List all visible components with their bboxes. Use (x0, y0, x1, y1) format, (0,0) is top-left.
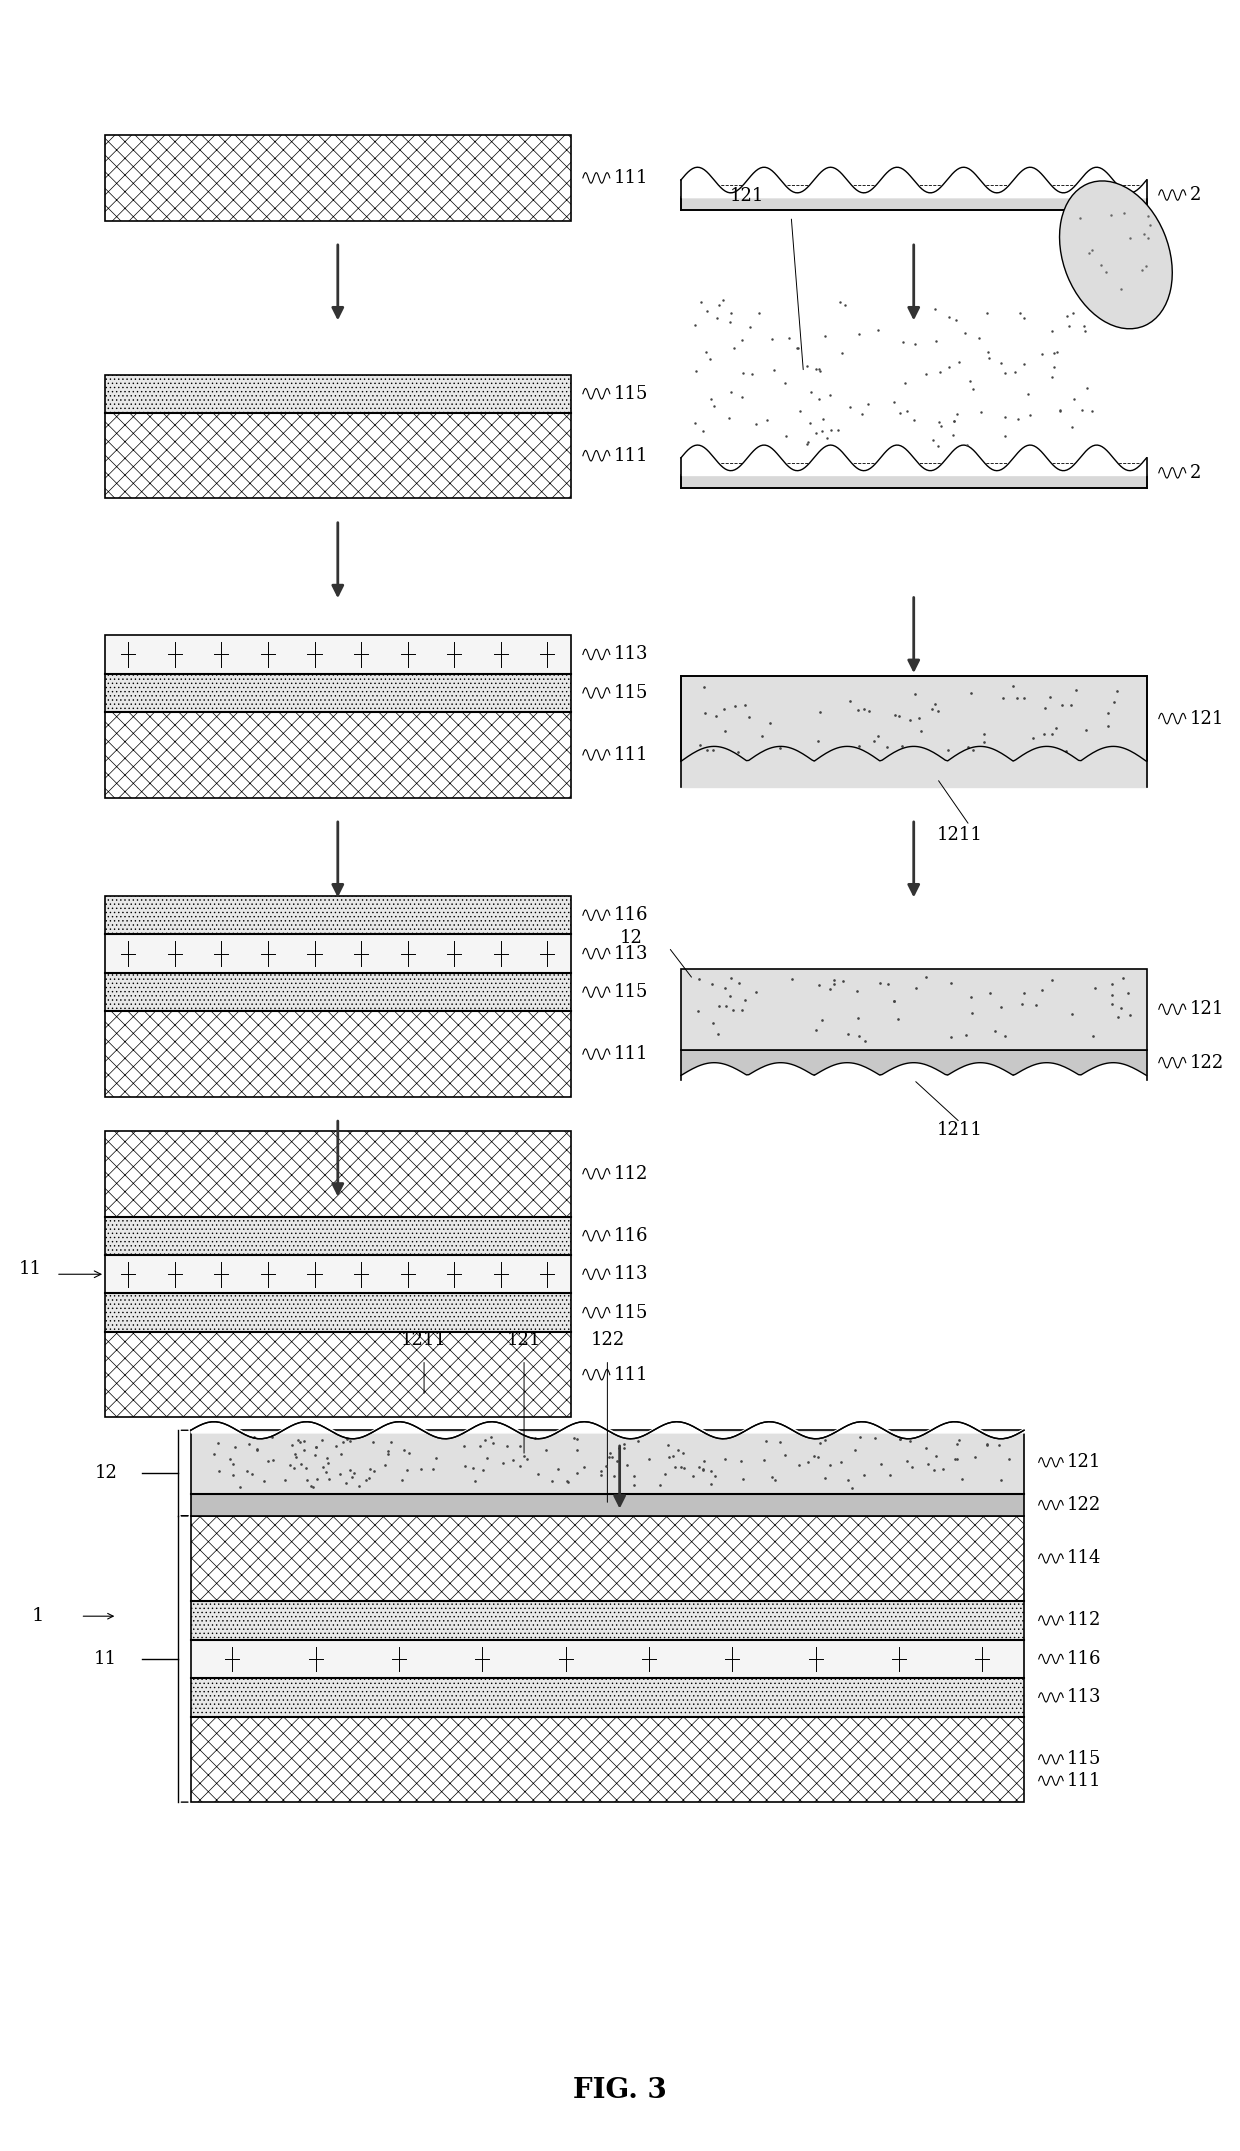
Text: 11: 11 (94, 1650, 118, 1667)
Bar (191, 1716, 1024, 1803)
Text: 1211: 1211 (937, 1121, 983, 1140)
Text: 122: 122 (1066, 1497, 1101, 1514)
Text: 111: 111 (1066, 1772, 1101, 1790)
Text: 113: 113 (614, 645, 649, 663)
Text: 116: 116 (614, 1226, 649, 1245)
Text: 111: 111 (614, 170, 649, 187)
Bar (105, 1254, 570, 1293)
Text: 112: 112 (614, 1166, 647, 1183)
Bar (681, 968, 1147, 1050)
Text: 115: 115 (614, 684, 647, 701)
Text: 1: 1 (31, 1607, 43, 1626)
Text: 12: 12 (620, 929, 642, 946)
Text: 111: 111 (614, 746, 649, 764)
Bar (105, 374, 570, 413)
Bar (105, 1293, 570, 1331)
Bar (105, 934, 570, 972)
Bar (105, 1011, 570, 1097)
Text: 115: 115 (614, 983, 647, 1000)
Text: 115: 115 (614, 385, 647, 402)
Text: 121: 121 (507, 1331, 541, 1349)
Bar (191, 1678, 1024, 1716)
Bar (191, 1516, 1024, 1600)
Ellipse shape (1059, 181, 1172, 329)
Text: 122: 122 (1189, 1054, 1224, 1071)
Bar (105, 413, 570, 499)
Text: 111: 111 (614, 1045, 649, 1063)
Bar (191, 1430, 1024, 1495)
Bar (191, 1495, 1024, 1516)
Text: 115: 115 (614, 1304, 647, 1321)
Bar (681, 198, 1147, 211)
Bar (191, 1600, 1024, 1639)
Bar (105, 972, 570, 1011)
Bar (105, 136, 570, 222)
Bar (105, 673, 570, 712)
Bar (105, 1331, 570, 1418)
Text: 2: 2 (1189, 185, 1200, 204)
Bar (191, 1639, 1024, 1678)
Text: 111: 111 (614, 447, 649, 465)
Bar (681, 675, 1147, 761)
Text: 121: 121 (730, 187, 764, 206)
Text: 1211: 1211 (937, 826, 983, 845)
Bar (105, 1217, 570, 1254)
Text: 114: 114 (1066, 1549, 1101, 1568)
Text: 122: 122 (590, 1331, 625, 1349)
Text: 112: 112 (1066, 1611, 1101, 1630)
Text: FIG. 3: FIG. 3 (573, 2078, 667, 2104)
Text: 113: 113 (1066, 1689, 1101, 1706)
Text: 121: 121 (1066, 1454, 1101, 1471)
Text: 121: 121 (1189, 710, 1224, 727)
Text: 11: 11 (19, 1260, 42, 1278)
Text: 115: 115 (1066, 1751, 1101, 1768)
Bar (681, 1050, 1147, 1076)
Bar (105, 712, 570, 798)
Text: 1211: 1211 (401, 1331, 446, 1349)
Bar (105, 1131, 570, 1217)
Bar (105, 897, 570, 934)
Bar (681, 475, 1147, 488)
Text: 116: 116 (1066, 1650, 1101, 1667)
Text: 111: 111 (614, 1366, 649, 1383)
Text: 116: 116 (614, 906, 649, 925)
Text: 113: 113 (614, 944, 649, 964)
Text: 12: 12 (94, 1465, 118, 1482)
Text: 113: 113 (614, 1265, 649, 1284)
Bar (105, 635, 570, 673)
Text: 2: 2 (1189, 465, 1200, 482)
Text: 121: 121 (1189, 1000, 1224, 1017)
